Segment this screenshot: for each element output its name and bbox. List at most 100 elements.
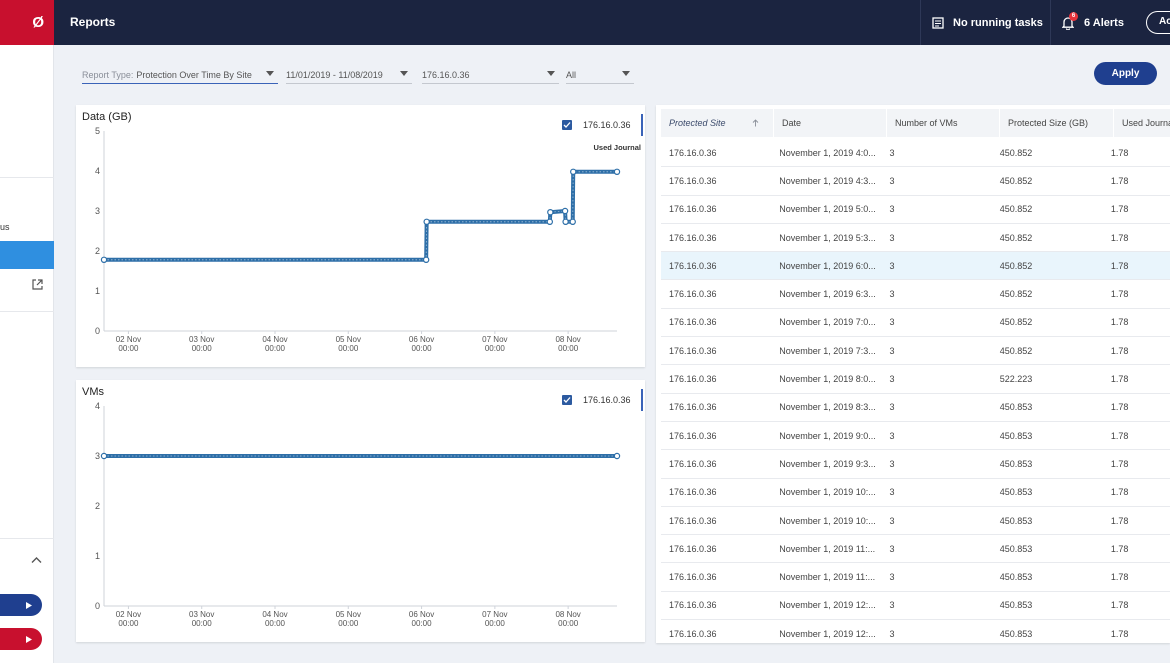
table-row[interactable]: 176.16.0.36 November 1, 2019 12:... 3 450.8… [661, 620, 1170, 643]
table-row[interactable]: 176.16.0.36 November 1, 2019 8:3... 3 450.8… [661, 394, 1170, 422]
site-select[interactable]: 176.16.0.36 [422, 66, 559, 84]
table-cell: November 1, 2019 7:0... [779, 317, 876, 328]
table-row[interactable]: 176.16.0.36 November 1, 2019 7:0... 3 450.8… [661, 309, 1170, 338]
table-row[interactable]: 176.16.0.36 November 1, 2019 9:0... 3 450.8… [661, 422, 1170, 451]
table-cell: 3 [889, 515, 895, 526]
report-type-select[interactable]: Report Type: Protection Over Time By Sit… [82, 66, 278, 84]
column-header[interactable]: Protected Site [661, 109, 774, 137]
sidebar-divider [0, 177, 54, 178]
table-cell: 450.852 [999, 345, 1033, 356]
apply-button[interactable]: Apply [1094, 62, 1157, 85]
x-tick-time-label: 00:00 [558, 619, 579, 628]
y-tick-label: 5 [95, 126, 100, 136]
legend-scroll-indicator [641, 389, 643, 411]
table-cell: 176.16.0.36 [669, 147, 717, 158]
chevron-up-icon[interactable] [31, 556, 42, 564]
chart-legend[interactable]: 176.16.0.36 [562, 395, 631, 405]
column-header[interactable]: Used Journa [1114, 109, 1170, 137]
table-cell: November 1, 2019 10:... [779, 487, 876, 498]
table-cell: 176.16.0.36 [669, 289, 717, 300]
table-cell: 176.16.0.36 [669, 175, 717, 186]
table-row[interactable]: 176.16.0.36 November 1, 2019 8:0... 3 522.2… [661, 365, 1170, 394]
report-type-value: Protection Over Time By Site [136, 69, 252, 80]
column-header-label: Used Journa [1122, 118, 1170, 128]
running-tasks-button[interactable]: No running tasks [932, 0, 1043, 45]
logo[interactable]: Ø [0, 0, 54, 45]
data-point [562, 218, 569, 226]
y-tick-label: 3 [95, 451, 100, 461]
chevron-down-icon [622, 71, 630, 76]
chart-title: Data (GB) [82, 111, 132, 123]
table-cell: November 1, 2019 4:3... [779, 175, 876, 186]
column-header[interactable]: Protected Size (GB) [1000, 109, 1114, 137]
x-tick-time-label: 00:00 [558, 344, 579, 353]
x-tick-time-label: 00:00 [338, 344, 359, 353]
table-cell: November 1, 2019 5:0... [779, 204, 876, 215]
table-cell: 176.16.0.36 [669, 487, 717, 498]
y-tick-label: 3 [95, 206, 100, 216]
chart-legend[interactable]: 176.16.0.36 [562, 120, 631, 130]
chevron-down-icon [547, 71, 555, 76]
checkbox-checked-icon[interactable] [562, 395, 572, 405]
table-cell: November 1, 2019 12:... [779, 628, 876, 639]
report-type-prefix: Report Type: [82, 69, 134, 80]
table-cell: November 1, 2019 9:3... [779, 458, 876, 469]
table-cell: 450.852 [999, 175, 1033, 186]
table-row[interactable]: 176.16.0.36 November 1, 2019 6:3... 3 450.8… [661, 280, 1170, 309]
x-tick-time-label: 00:00 [265, 619, 286, 628]
logo-text: Ø [32, 14, 44, 31]
sidebar-divider [0, 538, 54, 539]
table-row[interactable]: 176.16.0.36 November 1, 2019 7:3... 3 450.8… [661, 337, 1170, 366]
table-row[interactable]: 176.16.0.36 November 1, 2019 11:... 3 450.8… [661, 563, 1170, 592]
table-row[interactable]: 176.16.0.36 November 1, 2019 12:... 3 450.8… [661, 592, 1170, 621]
data-point [546, 218, 554, 226]
clipboard-icon [932, 16, 944, 29]
sidebar-item-label[interactable]: us [0, 222, 10, 232]
sidebar-action-button[interactable] [0, 594, 42, 616]
table-cell: November 1, 2019 12:... [779, 600, 876, 611]
table-row[interactable]: 176.16.0.36 November 1, 2019 4:3... 3 450.8… [661, 167, 1170, 196]
table-cell: 176.16.0.36 [669, 515, 717, 526]
x-tick-label: 02 Nov [116, 610, 141, 619]
x-tick-time-label: 00:00 [118, 619, 139, 628]
checkbox-checked-icon[interactable] [562, 120, 572, 130]
table-row[interactable]: 176.16.0.36 November 1, 2019 6:0... 3 450.8… [661, 252, 1170, 281]
table-row[interactable]: 176.16.0.36 November 1, 2019 10:... 3 450.8… [661, 479, 1170, 507]
data-chart-panel: Data (GB) 176.16.0.36 0 1 2 3 4 5 02 Nov 00:00 0… [76, 105, 645, 367]
alerts-count-badge: 6 [1069, 11, 1078, 21]
table-row[interactable]: 176.16.0.36 November 1, 2019 4:0... 3 450.8… [661, 139, 1170, 168]
table-row[interactable]: 176.16.0.36 November 1, 2019 5:0... 3 450.8… [661, 196, 1170, 224]
table-cell: 176.16.0.36 [669, 232, 717, 243]
table-row[interactable]: 176.16.0.36 November 1, 2019 9:3... 3 450.8… [661, 450, 1170, 479]
x-tick-label: 08 Nov [555, 610, 580, 619]
table-cell: 1.78 [1110, 317, 1129, 328]
x-tick-time-label: 00:00 [485, 344, 506, 353]
table-row[interactable]: 176.16.0.36 November 1, 2019 5:3... 3 450.8… [661, 224, 1170, 253]
column-header[interactable]: Number of VMs [887, 109, 1000, 137]
date-range-select[interactable]: 11/01/2019 - 11/08/2019 [286, 66, 412, 84]
y-tick-label: 0 [95, 326, 100, 336]
vpg-select[interactable]: All [566, 66, 634, 84]
sidebar-action-button[interactable] [0, 628, 42, 650]
table-cell: November 1, 2019 10:... [779, 515, 876, 526]
table-cell: 3 [889, 487, 895, 498]
sort-ascending-icon[interactable] [752, 119, 759, 127]
external-link-icon[interactable] [32, 279, 43, 290]
sidebar-item-reports-active[interactable] [0, 241, 54, 269]
table-cell: 450.853 [999, 628, 1033, 639]
y-tick-label: 0 [95, 601, 100, 611]
table-cell: 3 [889, 232, 895, 243]
table-cell: November 1, 2019 4:0... [779, 147, 876, 158]
column-header[interactable]: Date [774, 109, 887, 137]
account-button[interactable]: Ac [1146, 11, 1170, 34]
table-row[interactable]: 176.16.0.36 November 1, 2019 11:... 3 450.8… [661, 535, 1170, 564]
y-tick-label: 4 [95, 166, 100, 176]
table-row[interactable]: 176.16.0.36 November 1, 2019 10:... 3 450.8… [661, 507, 1170, 536]
y-tick-label: 1 [95, 286, 100, 296]
table-header: Protected Site Date Number of VMs Protected… [661, 109, 1170, 137]
alerts-button[interactable]: 6 6 Alerts [1061, 0, 1124, 45]
table-cell: 176.16.0.36 [669, 374, 717, 385]
table-cell: 1.78 [1110, 430, 1129, 441]
